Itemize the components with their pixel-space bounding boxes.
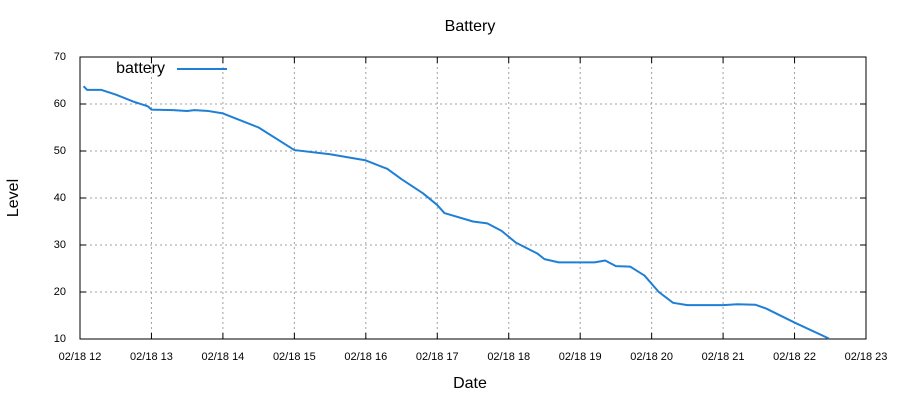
y-tick-label: 60 — [54, 98, 66, 110]
x-tick-label: 02/18 14 — [201, 351, 244, 363]
y-tick-label: 50 — [54, 145, 66, 157]
x-tick-label: 02/18 19 — [559, 351, 602, 363]
plot-frame — [79, 56, 867, 340]
y-tick-label: 20 — [54, 286, 66, 298]
x-tick-label: 02/18 18 — [487, 351, 530, 363]
chart-title: Battery — [445, 18, 496, 35]
y-tick-label: 40 — [54, 192, 66, 204]
x-tick-label: 02/18 13 — [130, 351, 173, 363]
x-tick-label: 02/18 20 — [630, 351, 673, 363]
y-tick-label: 30 — [54, 239, 66, 251]
x-tick-label: 02/18 16 — [344, 351, 387, 363]
legend-label: battery — [116, 60, 165, 77]
x-tick-label: 02/18 15 — [273, 351, 316, 363]
x-tick-label: 02/18 12 — [59, 351, 102, 363]
x-tick-label: 02/18 22 — [773, 351, 816, 363]
x-tick-label: 02/18 17 — [416, 351, 459, 363]
x-tick-label: 02/18 23 — [845, 351, 888, 363]
x-tick-label: 02/18 21 — [702, 351, 745, 363]
series-line — [82, 85, 830, 340]
y-axis-label: Level — [5, 179, 22, 217]
y-tick-label: 10 — [54, 333, 66, 345]
x-axis-label: Date — [453, 375, 487, 392]
y-tick-label: 70 — [54, 51, 66, 63]
